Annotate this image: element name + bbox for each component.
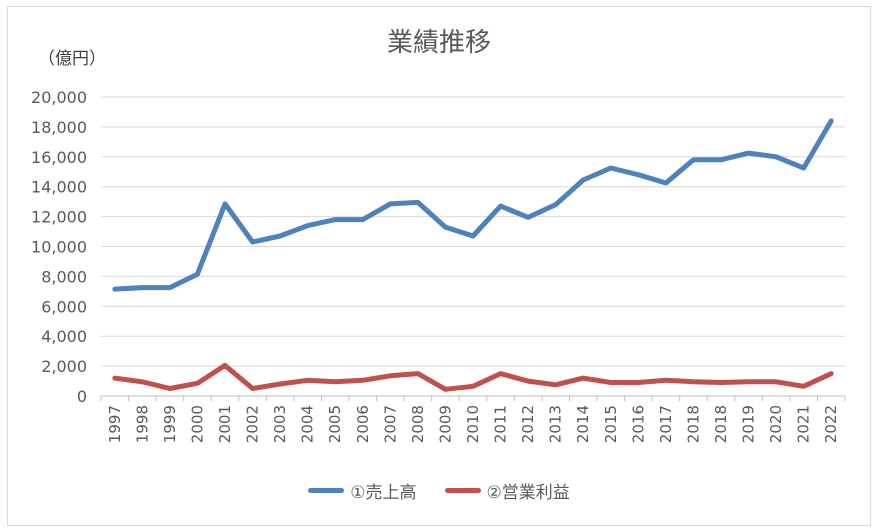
x-tick-label: 2005 [326, 405, 344, 443]
y-tick-label: 6,000 [41, 297, 87, 316]
chart-title: 業績推移 [386, 28, 491, 58]
x-tick-label: 2020 [767, 405, 785, 443]
y-tick-label: 12,000 [31, 208, 87, 227]
x-tick-label: 2021 [795, 405, 813, 443]
y-tick-label: 8,000 [41, 267, 87, 286]
y-tick-label: 18,000 [31, 118, 87, 137]
x-tick-label: 2003 [271, 405, 289, 443]
x-tick-label: 2015 [602, 405, 620, 443]
series-line-operating-profit [112, 362, 834, 392]
x-tick-label: 1999 [161, 405, 179, 443]
x-tick-label: 2008 [409, 405, 427, 443]
x-tick-label: 2016 [629, 405, 647, 443]
x-tick-label: 2022 [822, 405, 840, 443]
x-tick-label: 2004 [299, 405, 317, 443]
x-tick-label: 2002 [244, 405, 262, 443]
y-tick-label: 4,000 [41, 327, 87, 346]
legend-label-operating-profit: ②営業利益 [486, 483, 570, 503]
legend-item-operating-profit: ②営業利益 [444, 478, 570, 503]
x-tick-label: 2019 [740, 405, 758, 443]
x-tick-label: 1998 [133, 405, 151, 443]
x-tick-label: 2001 [216, 405, 234, 443]
y-tick-label: 16,000 [31, 148, 87, 167]
chart-frame [7, 6, 871, 526]
x-tick-label: 2009 [436, 405, 454, 443]
x-tick-label: 2018 [684, 405, 702, 443]
legend-swatch-sales [308, 488, 345, 493]
y-tick-label: 14,000 [31, 178, 87, 197]
x-tick-label: 2012 [519, 405, 537, 443]
y-tick-label: 10,000 [31, 238, 87, 257]
x-tick-label: 2013 [547, 405, 565, 443]
legend-item-sales: ①売上高 [308, 478, 417, 503]
legend: ①売上高 ②営業利益 [0, 478, 878, 503]
x-tick-label: 2006 [354, 405, 372, 443]
y-tick-label: 0 [77, 387, 87, 406]
legend-swatch-operating-profit [444, 488, 481, 493]
y-tick-label: 2,000 [41, 357, 87, 376]
x-tick-label: 1997 [106, 405, 124, 443]
x-tick-label: 2018 [712, 405, 730, 443]
y-axis-unit-label: （億円） [38, 49, 106, 69]
x-tick-label: 2010 [464, 405, 482, 443]
y-tick-label: 20,000 [31, 88, 87, 107]
x-tick-label: 2014 [574, 405, 592, 443]
x-tick-label: 2000 [188, 405, 206, 443]
legend-label-sales: ①売上高 [350, 483, 417, 503]
series-line-sales [112, 118, 834, 292]
x-tick-label: 2007 [381, 405, 399, 443]
x-tick-label: 2011 [492, 405, 510, 443]
x-tick-label: 2017 [657, 405, 675, 443]
